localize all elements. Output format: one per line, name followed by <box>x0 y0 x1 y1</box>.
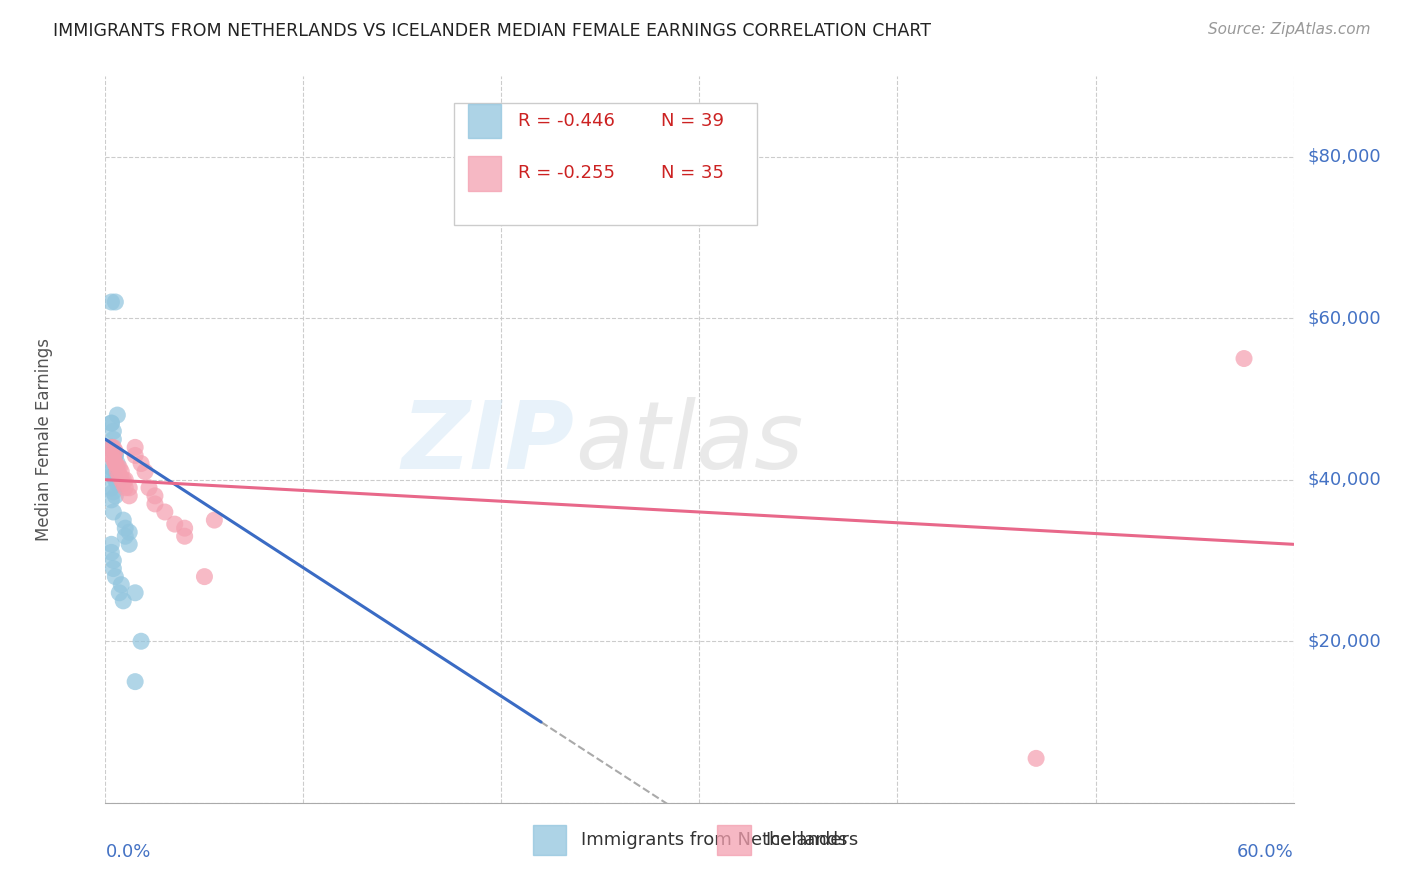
Text: $60,000: $60,000 <box>1308 310 1381 327</box>
Point <box>112 594 135 608</box>
Point <box>103 505 125 519</box>
Point <box>105 476 128 491</box>
Bar <box>468 156 501 191</box>
Point <box>100 416 122 430</box>
Point <box>118 481 141 495</box>
Text: R = -0.255: R = -0.255 <box>517 164 614 182</box>
Point <box>110 465 132 479</box>
Point <box>100 441 122 455</box>
Point <box>108 468 131 483</box>
Point <box>100 441 122 455</box>
Point <box>100 449 122 463</box>
Point <box>105 465 128 479</box>
Point <box>112 473 135 487</box>
Point <box>110 473 132 487</box>
Point <box>100 416 122 430</box>
Point <box>114 521 136 535</box>
Point <box>100 545 122 559</box>
Point <box>1025 751 1047 765</box>
Point <box>114 529 136 543</box>
Point <box>103 484 125 499</box>
Point <box>143 489 166 503</box>
Point <box>112 476 135 491</box>
Text: R = -0.446: R = -0.446 <box>517 112 614 130</box>
Point <box>105 460 128 475</box>
Point <box>124 674 146 689</box>
Point <box>118 537 141 551</box>
Point <box>134 465 156 479</box>
Point <box>108 460 131 475</box>
Point <box>103 468 125 483</box>
Point <box>104 457 127 471</box>
Point <box>100 537 122 551</box>
Point <box>104 444 127 458</box>
Point <box>1233 351 1256 366</box>
FancyBboxPatch shape <box>454 103 756 225</box>
Point <box>100 295 122 310</box>
Text: N = 39: N = 39 <box>661 112 724 130</box>
Point <box>143 497 166 511</box>
Point <box>105 408 128 422</box>
Point <box>114 481 136 495</box>
Text: 0.0%: 0.0% <box>105 843 150 861</box>
Point <box>202 513 225 527</box>
Point <box>173 521 195 535</box>
Point <box>100 481 122 495</box>
Text: Median Female Earnings: Median Female Earnings <box>35 338 52 541</box>
Point <box>105 457 128 471</box>
Bar <box>717 825 751 855</box>
Point <box>103 441 125 455</box>
Point <box>104 449 127 463</box>
Point <box>103 561 125 575</box>
Point <box>103 433 125 447</box>
Point <box>100 492 122 507</box>
Text: Immigrants from Netherlands: Immigrants from Netherlands <box>581 831 848 849</box>
Point <box>124 586 146 600</box>
Point <box>173 529 195 543</box>
Text: IMMIGRANTS FROM NETHERLANDS VS ICELANDER MEDIAN FEMALE EARNINGS CORRELATION CHAR: IMMIGRANTS FROM NETHERLANDS VS ICELANDER… <box>53 22 931 40</box>
Text: atlas: atlas <box>575 398 803 489</box>
Point <box>103 449 125 463</box>
Point <box>118 525 141 540</box>
Point <box>110 578 132 592</box>
Point <box>103 452 125 467</box>
Text: ZIP: ZIP <box>402 397 575 489</box>
Point <box>193 569 215 583</box>
Point <box>163 517 186 532</box>
Point <box>124 449 146 463</box>
Point <box>103 553 125 567</box>
Text: $40,000: $40,000 <box>1308 471 1381 489</box>
Point <box>118 489 141 503</box>
Point <box>129 634 152 648</box>
Point <box>104 569 127 583</box>
Point <box>100 465 122 479</box>
Point <box>138 481 160 495</box>
Point <box>108 586 131 600</box>
Text: $80,000: $80,000 <box>1308 147 1381 166</box>
Point <box>112 513 135 527</box>
Text: 60.0%: 60.0% <box>1237 843 1294 861</box>
Point <box>103 444 125 458</box>
Point <box>100 460 122 475</box>
Point <box>124 441 146 455</box>
Text: N = 35: N = 35 <box>661 164 724 182</box>
Text: $20,000: $20,000 <box>1308 632 1381 650</box>
Bar <box>468 103 501 138</box>
Point <box>114 473 136 487</box>
Point <box>103 424 125 438</box>
Point <box>129 457 152 471</box>
Point <box>104 489 127 503</box>
Point <box>104 457 127 471</box>
Point <box>104 473 127 487</box>
Point <box>100 441 122 455</box>
Text: Icelanders: Icelanders <box>765 831 858 849</box>
Bar <box>533 825 567 855</box>
Point <box>104 449 127 463</box>
Point <box>153 505 176 519</box>
Point <box>104 295 127 310</box>
Text: Source: ZipAtlas.com: Source: ZipAtlas.com <box>1208 22 1371 37</box>
